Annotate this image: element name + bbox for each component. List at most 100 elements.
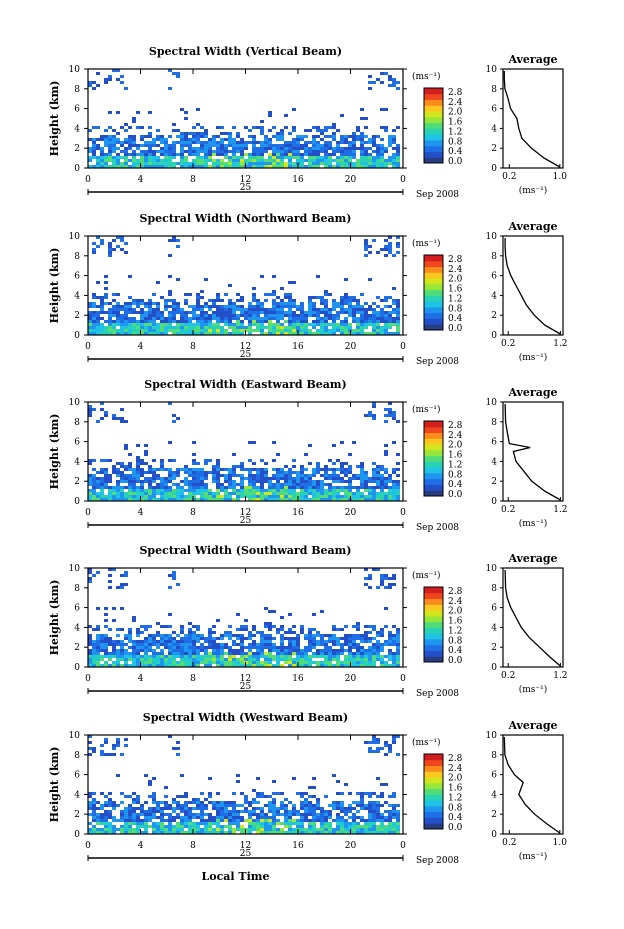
heat-cell (292, 459, 296, 462)
heat-cell (200, 311, 204, 314)
heat-cell (116, 332, 120, 335)
heat-cell (380, 631, 384, 634)
heat-cell (204, 320, 208, 323)
heat-cell (112, 329, 116, 332)
heat-cell (208, 317, 212, 320)
heat-cell (280, 150, 284, 153)
heat-cell (124, 495, 128, 498)
heat-cell (308, 165, 312, 168)
heat-cell (252, 468, 256, 471)
heat-cell (320, 610, 324, 613)
heat-cell (216, 299, 220, 302)
heat-cell (384, 471, 388, 474)
heat-cell (260, 483, 264, 486)
heat-cell (92, 649, 96, 652)
heat-cell (364, 477, 368, 480)
heat-cell (216, 159, 220, 162)
heat-cell (200, 159, 204, 162)
heat-cell (324, 640, 328, 643)
heat-cell (100, 498, 104, 501)
heat-cell (332, 323, 336, 326)
heat-cell (368, 332, 372, 335)
heat-cell (304, 474, 308, 477)
heat-cell (148, 640, 152, 643)
heat-cell (92, 813, 96, 816)
heat-cell (132, 819, 136, 822)
heat-cell (368, 646, 372, 649)
heat-cell (172, 329, 176, 332)
heat-cell (140, 646, 144, 649)
heat-cell (196, 816, 200, 819)
heat-cell (348, 302, 352, 305)
heat-cell (356, 628, 360, 631)
heat-cell (136, 628, 140, 631)
heat-cell (376, 78, 380, 81)
heat-cell (272, 804, 276, 807)
heat-cell (392, 655, 396, 658)
heat-cell (388, 245, 392, 248)
average-y-tick-label: 0 (491, 164, 497, 174)
colorbar-segment (424, 765, 443, 772)
heat-cell (372, 664, 376, 667)
heat-cell (200, 658, 204, 661)
x-tick-label: 12 (240, 674, 251, 684)
heat-cell (220, 314, 224, 317)
heat-cell (340, 468, 344, 471)
heat-cell (372, 568, 376, 571)
heat-cell (360, 326, 364, 329)
heat-cell (336, 129, 340, 132)
heat-cell (148, 471, 152, 474)
heat-cell (304, 332, 308, 335)
heat-cell (368, 813, 372, 816)
heat-cell (136, 311, 140, 314)
heat-cell (176, 332, 180, 335)
average-y-tick-label: 2 (491, 810, 497, 820)
heat-cell (188, 831, 192, 834)
heat-cell (208, 299, 212, 302)
heat-cell (300, 165, 304, 168)
heat-cell (232, 498, 236, 501)
heat-cell (156, 477, 160, 480)
heat-cell (336, 314, 340, 317)
heat-cell (364, 583, 368, 586)
heat-cell (208, 640, 212, 643)
heat-cell (208, 643, 212, 646)
heat-cell (132, 646, 136, 649)
heat-cell (236, 658, 240, 661)
heat-cell (276, 831, 280, 834)
heat-cell (388, 141, 392, 144)
heat-cell (124, 816, 128, 819)
heat-cell (176, 153, 180, 156)
heat-cell (324, 302, 328, 305)
heat-cell (128, 305, 132, 308)
heat-cell (128, 468, 132, 471)
heat-cell (232, 165, 236, 168)
heat-cell (308, 822, 312, 825)
colorbar-frame (423, 254, 444, 331)
heat-cell (280, 804, 284, 807)
heat-cell (336, 804, 340, 807)
heat-cell (256, 299, 260, 302)
heat-cell (344, 643, 348, 646)
heat-cell (328, 459, 332, 462)
heat-cell (388, 822, 392, 825)
heat-cell (248, 459, 252, 462)
heat-cell (96, 314, 100, 317)
heat-cell (176, 162, 180, 165)
heat-cell (276, 308, 280, 311)
heat-cell (260, 468, 264, 471)
heat-cell (348, 308, 352, 311)
heat-cell (92, 655, 96, 658)
heat-cell (292, 804, 296, 807)
heat-cell (320, 807, 324, 810)
heat-cell (268, 795, 272, 798)
heat-cell (280, 129, 284, 132)
x-tick-label: 0 (85, 508, 91, 518)
heat-cell (372, 474, 376, 477)
heat-cell (384, 828, 388, 831)
heat-cell (264, 468, 268, 471)
heat-cell (216, 495, 220, 498)
heat-cell (224, 153, 228, 156)
heat-cell (124, 165, 128, 168)
heat-cell (96, 329, 100, 332)
